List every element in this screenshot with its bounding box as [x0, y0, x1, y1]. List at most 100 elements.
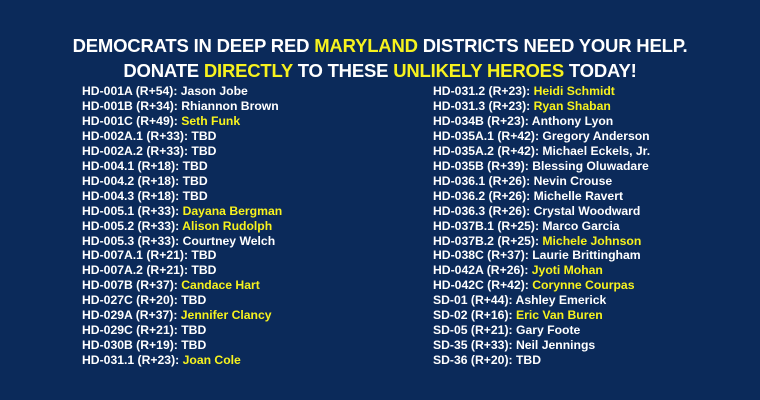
candidate-name: TBD: [182, 188, 208, 203]
list-item: SD-02 (R+16): Eric Van Buren: [433, 308, 650, 323]
district-label: HD-036.3 (R+26):: [433, 203, 534, 218]
candidate-name: Michelle Ravert: [533, 188, 624, 203]
district-label: SD-02 (R+16):: [433, 308, 516, 323]
list-item: HD-042C (R+42): Corynne Courpas: [433, 278, 650, 293]
district-label: HD-029A (R+37):: [82, 308, 181, 323]
district-label: HD-001A (R+54):: [82, 84, 181, 98]
list-item: HD-038C (R+37): Laurie Brittingham: [433, 248, 650, 263]
district-label: HD-030B (R+19):: [82, 338, 182, 353]
list-item: HD-007A.2 (R+21): TBD: [82, 263, 282, 278]
list-item: HD-002A.1 (R+33): TBD: [82, 129, 282, 144]
list-item: HD-035A.2 (R+42): Michael Eckels, Jr.: [433, 144, 650, 159]
district-label: HD-042C (R+42):: [433, 278, 533, 293]
list-item: HD-004.3 (R+18): TBD: [82, 189, 282, 204]
district-label: HD-036.2 (R+26):: [433, 188, 534, 203]
district-label: HD-036.1 (R+26):: [433, 173, 534, 188]
list-item: SD-05 (R+21): Gary Foote: [433, 323, 650, 338]
list-item: SD-35 (R+33): Neil Jennings: [433, 338, 650, 353]
candidate-name: Michael Eckels, Jr.: [542, 143, 651, 158]
district-label: HD-005.1 (R+33):: [82, 203, 183, 218]
candidate-name: Rhiannon Brown: [181, 98, 279, 113]
candidate-name: TBD: [181, 293, 207, 308]
list-item: HD-036.2 (R+26): Michelle Ravert: [433, 189, 650, 204]
list-item: HD-005.1 (R+33): Dayana Bergman: [82, 204, 282, 219]
district-label: HD-007B (R+37):: [82, 278, 182, 293]
list-item: HD-042A (R+26): Jyoti Mohan: [433, 263, 650, 278]
list-item: HD-007B (R+37): Candace Hart: [82, 278, 282, 293]
district-label: SD-36 (R+20):: [433, 353, 516, 368]
headline-highlight: MARYLAND: [314, 35, 418, 56]
headline: DEMOCRATS IN DEEP RED MARYLAND DISTRICTS…: [0, 33, 760, 83]
list-item: HD-004.2 (R+18): TBD: [82, 174, 282, 189]
district-label: HD-002A.1 (R+33):: [82, 128, 192, 143]
district-label: HD-004.2 (R+18):: [82, 173, 183, 188]
candidate-name: TBD: [181, 338, 207, 353]
candidate-name: Jason Jobe: [180, 84, 248, 98]
headline-text: TODAY!: [563, 60, 637, 81]
headline-text: DEMOCRATS IN DEEP RED: [72, 35, 315, 56]
candidate-name: Eric Van Buren: [515, 308, 603, 323]
candidate-name: Jyoti Mohan: [531, 263, 603, 278]
candidate-name: Alison Rudolph: [182, 218, 273, 233]
candidate-name: Candace Hart: [181, 278, 260, 293]
headline-highlight: DIRECTLY: [203, 60, 293, 81]
candidate-name: TBD: [182, 158, 208, 173]
list-item: HD-005.2 (R+33): Alison Rudolph: [82, 219, 282, 234]
district-label: HD-035B (R+39):: [433, 158, 533, 173]
headline-text: DISTRICTS NEED YOUR HELP.: [417, 35, 688, 56]
candidate-name: Michele Johnson: [542, 233, 642, 248]
candidate-name: Dayana Bergman: [182, 203, 283, 218]
list-item: SD-36 (R+20): TBD: [433, 353, 650, 368]
district-label: HD-007A.1 (R+21):: [82, 248, 192, 263]
district-label: HD-031.3 (R+23):: [433, 98, 534, 113]
list-item: HD-029C (R+21): TBD: [82, 323, 282, 338]
list-item: HD-035A.1 (R+42): Gregory Anderson: [433, 129, 650, 144]
list-item: HD-031.1 (R+23): Joan Cole: [82, 353, 282, 368]
candidate-name: TBD: [182, 173, 208, 188]
candidate-name: Jennifer Clancy: [180, 308, 272, 323]
district-label: HD-002A.2 (R+33):: [82, 143, 192, 158]
candidate-name: Corynne Courpas: [532, 278, 635, 293]
list-item: HD-031.3 (R+23): Ryan Shaban: [433, 99, 650, 114]
list-item: HD-027C (R+20): TBD: [82, 293, 282, 308]
list-item: HD-030B (R+19): TBD: [82, 338, 282, 353]
list-item: HD-031.2 (R+23): Heidi Schmidt: [433, 84, 650, 99]
list-item: HD-005.3 (R+33): Courtney Welch: [82, 234, 282, 249]
district-label: HD-004.1 (R+18):: [82, 158, 183, 173]
candidate-name: Blessing Oluwadare: [532, 158, 649, 173]
list-item: HD-029A (R+37): Jennifer Clancy: [82, 308, 282, 323]
candidate-name: Joan Cole: [182, 353, 241, 368]
candidate-name: Seth Funk: [181, 113, 241, 128]
district-label: HD-005.2 (R+33):: [82, 218, 183, 233]
candidate-name: Nevin Crouse: [533, 173, 613, 188]
candidate-name: Heidi Schmidt: [533, 84, 615, 98]
candidate-name: Gary Foote: [515, 323, 581, 338]
district-label: HD-004.3 (R+18):: [82, 188, 183, 203]
candidate-name: Anthony Lyon: [531, 113, 614, 128]
candidate-name: Neil Jennings: [515, 338, 596, 353]
district-label: HD-001C (R+49):: [82, 113, 182, 128]
district-label: HD-035A.2 (R+42):: [433, 143, 543, 158]
list-item: HD-002A.2 (R+33): TBD: [82, 144, 282, 159]
list-item: HD-004.1 (R+18): TBD: [82, 159, 282, 174]
list-item: HD-036.1 (R+26): Nevin Crouse: [433, 174, 650, 189]
district-label: HD-029C (R+21):: [82, 323, 182, 338]
candidate-name: Ashley Emerick: [515, 293, 607, 308]
candidate-name: Marco Garcia: [542, 218, 620, 233]
candidate-name: Laurie Brittingham: [532, 248, 641, 263]
candidate-list-left: HD-001A (R+54): Jason Jobe HD-001B (R+34)…: [82, 84, 282, 368]
district-label: HD-038C (R+37):: [433, 248, 533, 263]
headline-line-2: DONATE DIRECTLY TO THESE UNLIKELY HEROES…: [0, 58, 760, 83]
list-item: HD-007A.1 (R+21): TBD: [82, 248, 282, 263]
district-label: SD-05 (R+21):: [433, 323, 516, 338]
candidate-name: TBD: [191, 263, 217, 278]
district-label: HD-037B.1 (R+25):: [433, 218, 543, 233]
district-label: HD-005.3 (R+33):: [82, 233, 183, 248]
district-label: HD-031.2 (R+23):: [433, 84, 534, 98]
district-label: HD-007A.2 (R+21):: [82, 263, 192, 278]
list-item: HD-034B (R+23): Anthony Lyon: [433, 114, 650, 129]
headline-text: DONATE: [123, 60, 204, 81]
candidate-name: TBD: [191, 248, 217, 263]
district-label: HD-027C (R+20):: [82, 293, 182, 308]
candidate-name: TBD: [181, 323, 207, 338]
